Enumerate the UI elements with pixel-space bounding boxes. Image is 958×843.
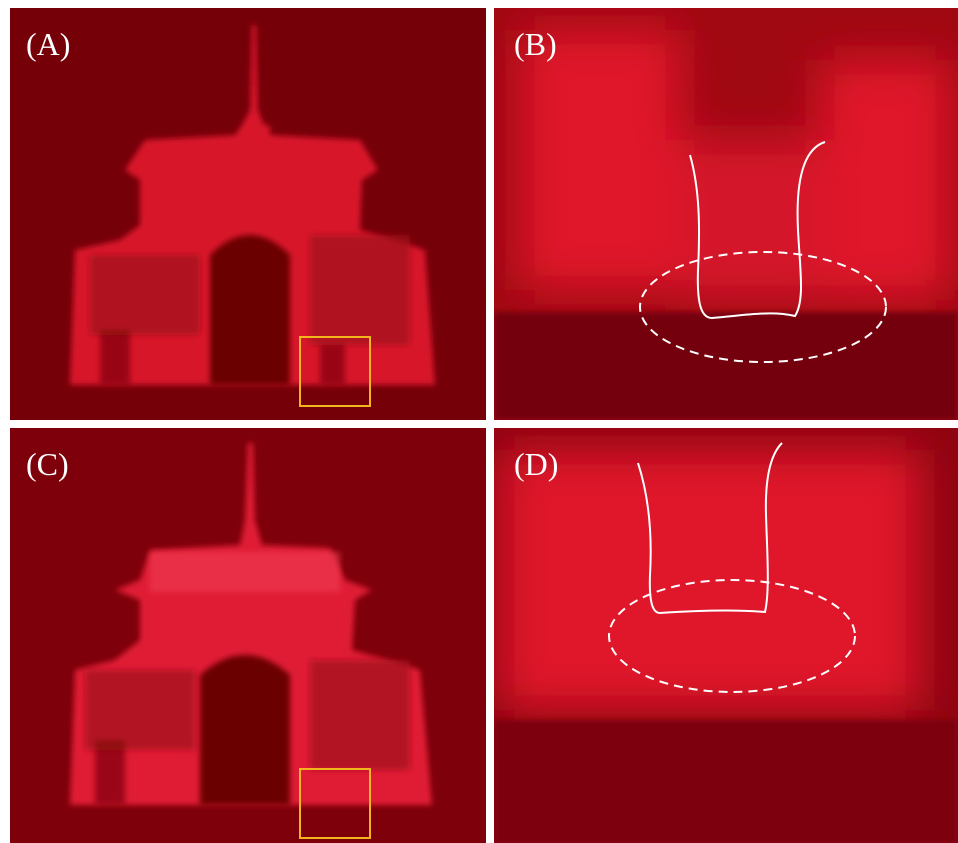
panel-label: (B) [514, 26, 557, 62]
panel-a: (A) [10, 8, 486, 420]
panel-label: (C) [26, 446, 69, 482]
panel-label: (D) [514, 446, 558, 482]
page: (A) (B) (C) [0, 0, 958, 843]
panel-label: (A) [26, 26, 70, 62]
panel-c: (C) [10, 428, 486, 843]
panel-d: (D) [494, 428, 958, 843]
panel-b: (B) [494, 8, 958, 420]
figure: (A) (B) (C) [0, 0, 958, 843]
